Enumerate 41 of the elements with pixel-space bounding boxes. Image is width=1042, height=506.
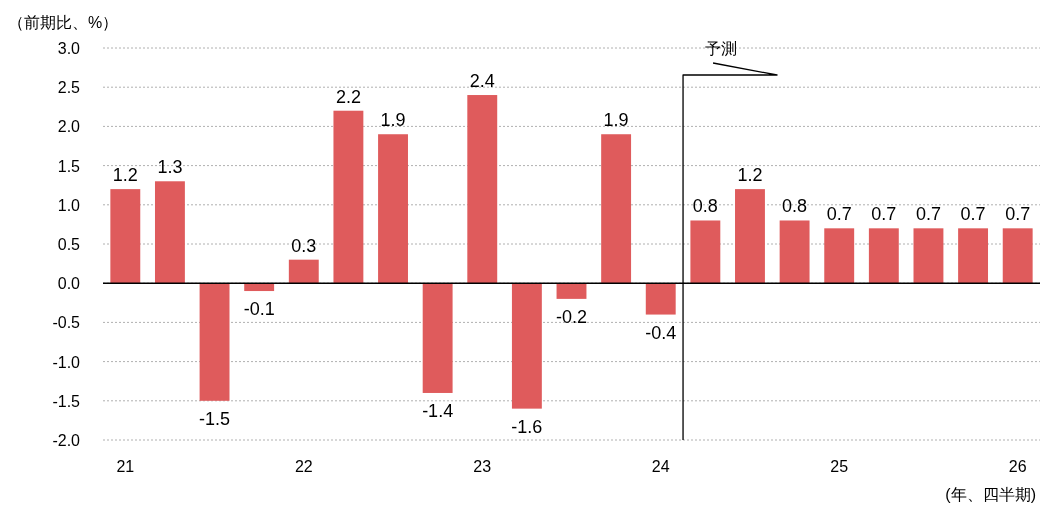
data-label: 0.7 — [960, 204, 986, 225]
x-tick-label: 22 — [294, 458, 313, 475]
xlabel: (年、四半期) — [945, 486, 1036, 503]
data-label: 0.7 — [871, 204, 897, 225]
data-label: 0.8 — [782, 196, 808, 217]
ylabel: （前期比、%） — [8, 14, 119, 31]
data-label: -0.4 — [645, 322, 677, 343]
y-tick-label: -1.5 — [52, 392, 81, 410]
data-label: 2.4 — [469, 71, 495, 92]
x-tick-label: 21 — [116, 458, 135, 475]
y-tick-label: 3.0 — [57, 40, 81, 57]
x-tick-label: 24 — [651, 458, 670, 475]
y-tick-label: -0.5 — [52, 314, 81, 332]
x-tick-label: 23 — [473, 458, 492, 475]
y-tick-label: 2.5 — [57, 79, 81, 97]
data-label: 1.9 — [380, 110, 406, 131]
y-tick-label: 1.5 — [57, 157, 81, 175]
y-tick-label: 0.0 — [57, 275, 81, 293]
y-tick-label: 2.0 — [57, 118, 81, 136]
data-label: 1.2 — [737, 165, 763, 186]
data-label: 0.7 — [915, 204, 941, 225]
x-tick-label: 25 — [830, 458, 849, 475]
data-label: -0.1 — [243, 299, 275, 320]
y-tick-label: -2.0 — [52, 432, 81, 449]
data-label: 0.7 — [826, 204, 852, 225]
data-label: 0.7 — [1005, 204, 1031, 225]
data-label: 1.3 — [157, 157, 183, 178]
data-label: 1.9 — [603, 110, 629, 131]
annotation: 予測 — [705, 40, 738, 57]
data-label: -0.2 — [555, 306, 588, 327]
y-tick-label: 0.5 — [57, 236, 81, 253]
data-label: 2.2 — [335, 86, 361, 107]
data-label: -1.6 — [511, 416, 543, 437]
data-label: 1.2 — [112, 165, 138, 186]
y-tick-label: -1.0 — [52, 353, 81, 371]
data-label: 0.3 — [291, 235, 317, 256]
data-label: 0.8 — [692, 196, 718, 217]
x-tick-label: 26 — [1008, 458, 1027, 475]
y-tick-label: 1.0 — [57, 196, 81, 214]
data-label: -1.5 — [199, 408, 231, 429]
data-label: -1.4 — [422, 400, 454, 421]
